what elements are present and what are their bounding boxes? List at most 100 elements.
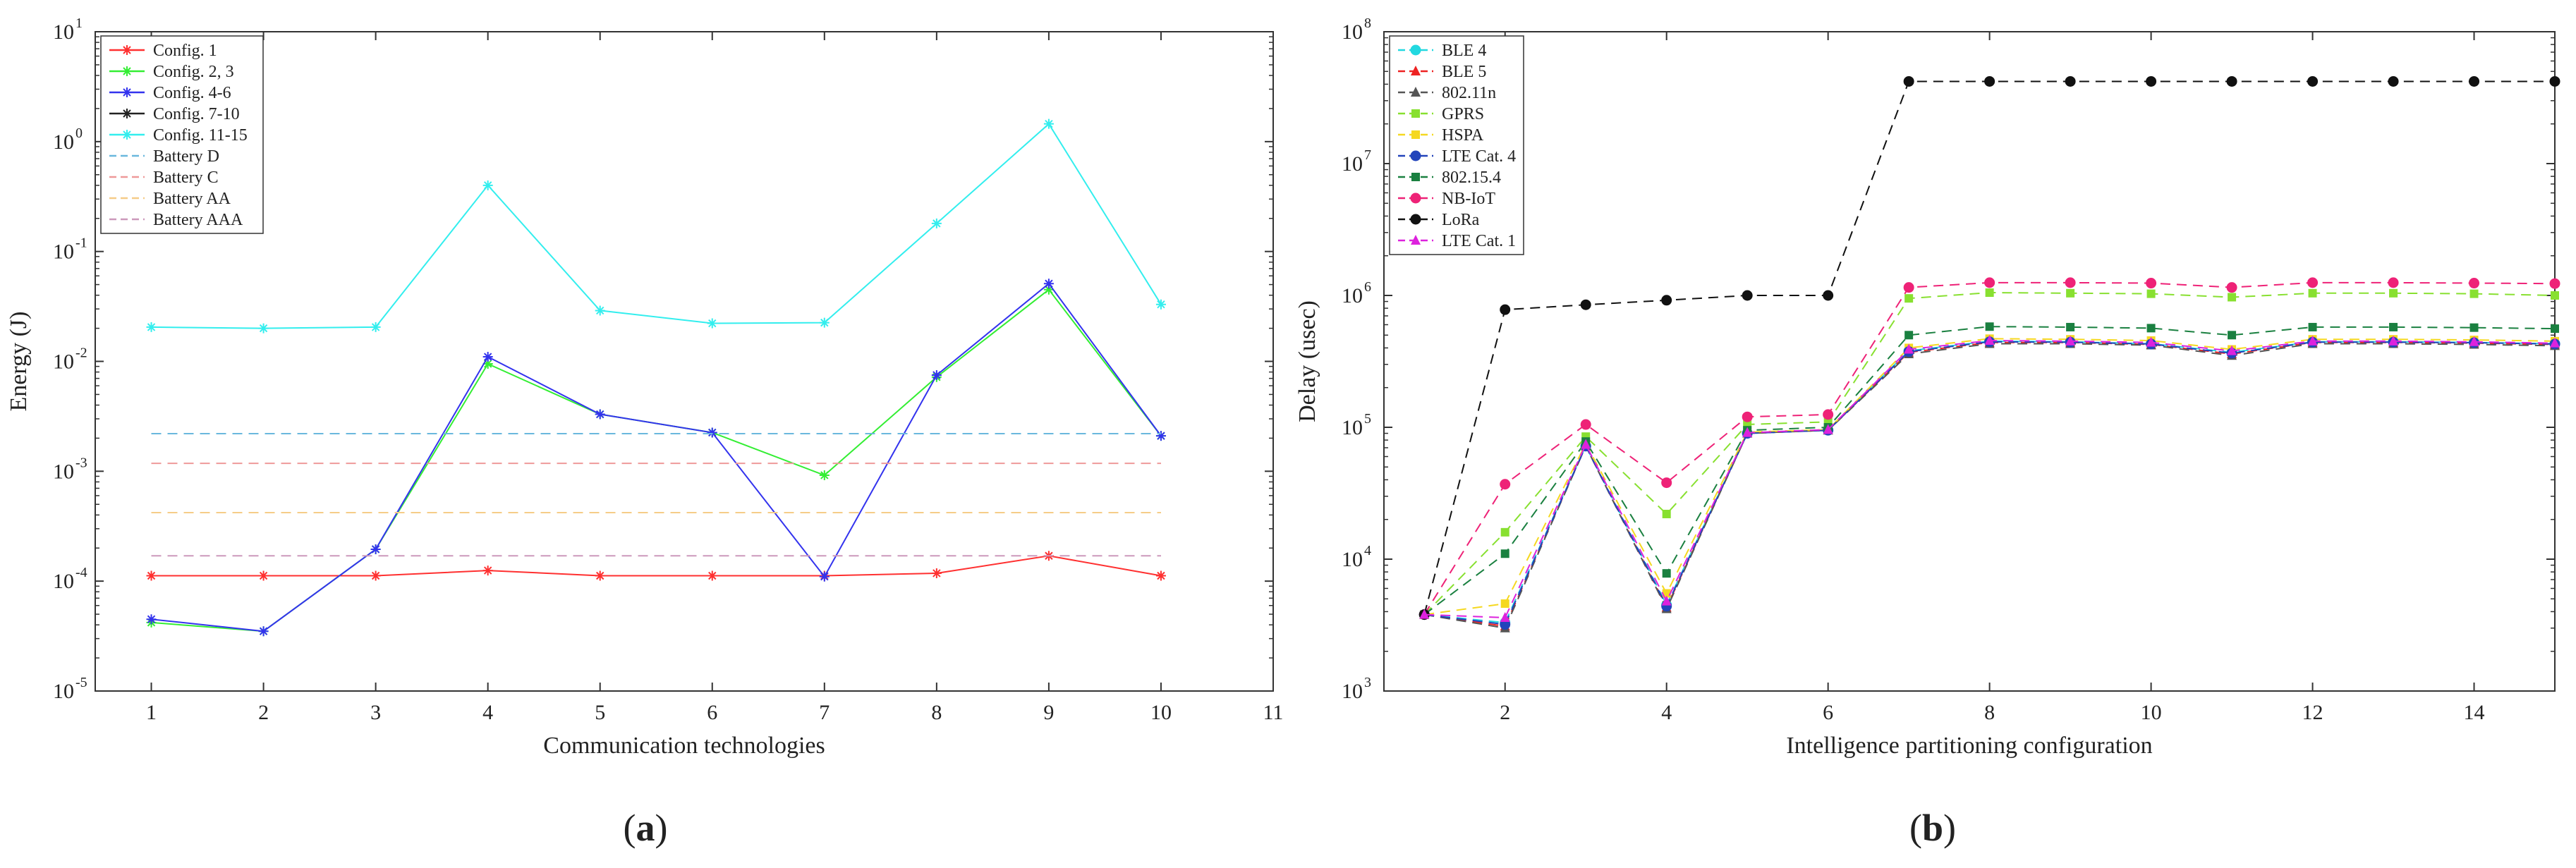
series-config-4-6 — [146, 279, 1166, 637]
data-point-lte-cat-1 — [2065, 335, 2076, 346]
legend-marker-ble-4 — [1410, 44, 1421, 56]
series-802-15-4 — [1420, 322, 2559, 619]
data-point-config-11-15 — [1043, 118, 1054, 129]
y-tick-exponent: 1 — [75, 16, 83, 31]
series-ble-5 — [1419, 336, 2560, 631]
data-point-config-11-15 — [370, 322, 381, 332]
data-point-802-15-4 — [2469, 323, 2479, 332]
legend-label-config-11-15: Config. 11-15 — [153, 126, 248, 145]
y-tick-exponent: 6 — [1364, 279, 1371, 295]
legend-marker-lte-cat-4 — [1410, 150, 1421, 161]
data-point-lora — [1580, 299, 1591, 310]
data-point-gprs — [2308, 288, 2317, 298]
x-axis-label: Intelligence partitioning configuration — [1786, 733, 2152, 759]
y-tick-label: 10 — [1342, 152, 1363, 176]
series-line-ble-5 — [1424, 341, 2556, 628]
data-point-config-4-6 — [146, 614, 157, 625]
series-nb-iot — [1418, 277, 2560, 621]
data-point-nb-iot — [2226, 282, 2237, 293]
y-tick-exponent: 0 — [75, 126, 83, 141]
legend: BLE 4 BLE 5 802.11n GPRS HSPA LTE Cat. 4 802.1… — [1389, 35, 1524, 255]
legend-marker-lora — [1410, 214, 1421, 225]
data-point-config-4-6 — [707, 427, 717, 438]
data-point-gprs — [2551, 291, 2559, 300]
legend-marker-gprs — [1411, 109, 1420, 118]
series-line-802-11n — [1424, 343, 2556, 629]
data-point-config-11-15 — [1155, 299, 1166, 310]
y-tick-exponent: 4 — [1364, 543, 1371, 558]
legend-marker-config-7-10 — [122, 109, 132, 118]
y-tick-label: 10 — [1342, 20, 1363, 44]
series-line-lora — [1423, 80, 2555, 615]
legend-label-hspa: HSPA — [1442, 126, 1484, 145]
data-point-gprs — [1662, 509, 1671, 518]
data-point-nb-iot — [1580, 419, 1591, 430]
legend-label-battery-aa: Battery AA — [153, 190, 231, 208]
data-point-gprs — [1904, 294, 1914, 303]
legend-label-config-1: Config. 1 — [153, 42, 217, 60]
plot-frame — [1383, 31, 2556, 692]
data-point-gprs — [2389, 288, 2398, 298]
data-point-nb-iot — [1903, 282, 1914, 293]
data-point-gprs — [2146, 289, 2156, 298]
data-point-lte-cat-1 — [2307, 335, 2318, 346]
legend-label-ble-4: BLE 4 — [1442, 42, 1486, 60]
legend: Config. 1 Config. 2, 3 Config. 4-6 Config. … — [100, 35, 264, 234]
legend-label-config-4-6: Config. 4-6 — [153, 84, 231, 102]
y-tick-exponent: 3 — [1364, 675, 1371, 690]
data-point-gprs — [1985, 288, 1994, 298]
y-tick-label: 10 — [53, 680, 74, 703]
data-point-lora — [1661, 295, 1672, 306]
y-tick-exponent: -2 — [75, 346, 87, 361]
y-axis-label: Delay (usec) — [1294, 300, 1320, 422]
y-tick-label: 10 — [1342, 548, 1363, 571]
y-tick-label: 10 — [1342, 416, 1363, 439]
data-point-nb-iot — [1984, 277, 1995, 288]
y-tick-exponent: -3 — [75, 455, 87, 470]
data-point-config-4-6 — [1155, 431, 1166, 441]
x-tick-label: 10 — [1150, 701, 1172, 724]
legend-marker-lte-cat-1 — [1411, 235, 1421, 245]
data-point-config-4-6 — [1043, 279, 1054, 289]
x-tick-label: 4 — [1661, 701, 1672, 724]
data-point-config-1 — [931, 568, 942, 578]
y-tick-exponent: 7 — [1364, 147, 1371, 163]
y-tick-exponent: -5 — [75, 675, 87, 690]
data-point-config-1 — [707, 570, 717, 581]
series-line-ble-4 — [1424, 340, 2556, 624]
y-tick-label: 10 — [1342, 284, 1363, 307]
data-point-config-4-6 — [819, 571, 830, 582]
legend-label-lte-cat-1: LTE Cat. 1 — [1442, 232, 1516, 250]
data-point-lte-cat-1 — [2146, 336, 2156, 347]
data-point-nb-iot — [2388, 277, 2399, 288]
x-tick-label: 6 — [1823, 701, 1833, 724]
y-tick-exponent: -4 — [75, 565, 87, 580]
y-tick-label: 10 — [53, 460, 74, 483]
data-point-config-1 — [146, 570, 157, 581]
data-point-lora — [2065, 75, 2076, 87]
data-point-lora — [2307, 75, 2319, 87]
x-tick-label: 3 — [370, 701, 381, 724]
y-tick-exponent: 8 — [1364, 16, 1371, 31]
legend-marker-ble-5 — [1411, 66, 1421, 75]
panel-label-a: (a) — [624, 807, 668, 849]
x-tick-label: 8 — [1984, 701, 1995, 724]
y-tick-label: 10 — [1342, 680, 1363, 703]
data-point-config-1 — [1155, 570, 1166, 581]
data-point-802-15-4 — [1500, 549, 1509, 558]
legend-label-nb-iot: NB-IoT — [1442, 190, 1495, 208]
x-tick-label: 9 — [1043, 701, 1054, 724]
data-point-lte-cat-1 — [1581, 439, 1591, 449]
x-axis-label: Communication technologies — [543, 733, 825, 759]
data-point-lte-cat-1 — [1984, 334, 1995, 345]
data-point-lte-cat-1 — [1419, 609, 1430, 619]
data-point-lte-cat-1 — [1661, 595, 1672, 606]
data-point-802-15-4 — [2146, 324, 2156, 333]
legend-label-battery-aaa: Battery AAA — [153, 211, 243, 229]
data-point-lte-cat-1 — [2550, 337, 2560, 348]
x-tick-label: 14 — [2464, 701, 2485, 724]
data-point-lora — [1984, 75, 1995, 87]
data-point-gprs — [2469, 289, 2479, 298]
